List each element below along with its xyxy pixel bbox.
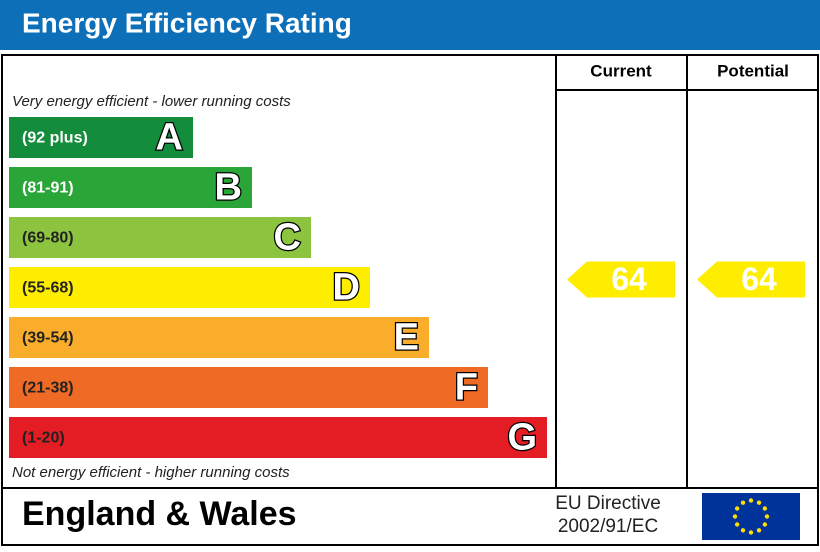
band-range: (69-80) <box>22 230 74 247</box>
directive: EU Directive <box>555 493 661 514</box>
directive: 2002/91/EC <box>558 516 658 537</box>
eu-stars <box>732 498 770 535</box>
band-range: (81-91) <box>22 180 74 197</box>
star <box>732 514 738 519</box>
band-letter: E <box>394 317 419 359</box>
band-bar <box>9 367 488 408</box>
band-letter: B <box>215 167 242 209</box>
rating-value: 64 <box>611 261 647 297</box>
star <box>740 500 746 505</box>
star <box>756 500 762 505</box>
band-range: (55-68) <box>22 280 74 297</box>
band-letter: C <box>274 217 301 259</box>
star <box>734 522 740 527</box>
title: Energy Efficiency Rating <box>22 7 352 38</box>
star <box>734 506 740 511</box>
rating-arrow <box>567 261 675 298</box>
column-header: Current <box>590 61 652 80</box>
band-bar <box>9 267 370 308</box>
band-range: (21-38) <box>22 380 74 397</box>
top-note: Very energy efficient - lower running co… <box>12 93 291 110</box>
band-letter: A <box>156 117 183 159</box>
band-bar <box>9 417 547 458</box>
band-bar <box>9 317 429 358</box>
band-range: (39-54) <box>22 330 74 347</box>
rating-value: 64 <box>741 261 777 297</box>
band-bar <box>9 117 193 158</box>
star <box>740 528 746 533</box>
bottom-note: Not energy efficient - higher running co… <box>12 464 290 481</box>
region: England & Wales <box>22 495 297 533</box>
band-bar <box>9 167 252 208</box>
frame <box>1 54 819 546</box>
column-header: Potential <box>717 61 789 80</box>
star <box>748 530 754 535</box>
band-letter: G <box>507 417 537 459</box>
star <box>762 506 768 511</box>
band-letter: F <box>455 367 478 409</box>
star <box>748 498 754 503</box>
rating-arrow <box>697 261 805 298</box>
star <box>756 528 762 533</box>
star <box>764 514 770 519</box>
band-bar <box>9 217 311 258</box>
band-letter: D <box>333 267 360 309</box>
header-bar <box>0 0 820 50</box>
band-range: (92 plus) <box>22 130 88 147</box>
band-range: (1-20) <box>22 430 65 447</box>
star <box>762 522 768 527</box>
